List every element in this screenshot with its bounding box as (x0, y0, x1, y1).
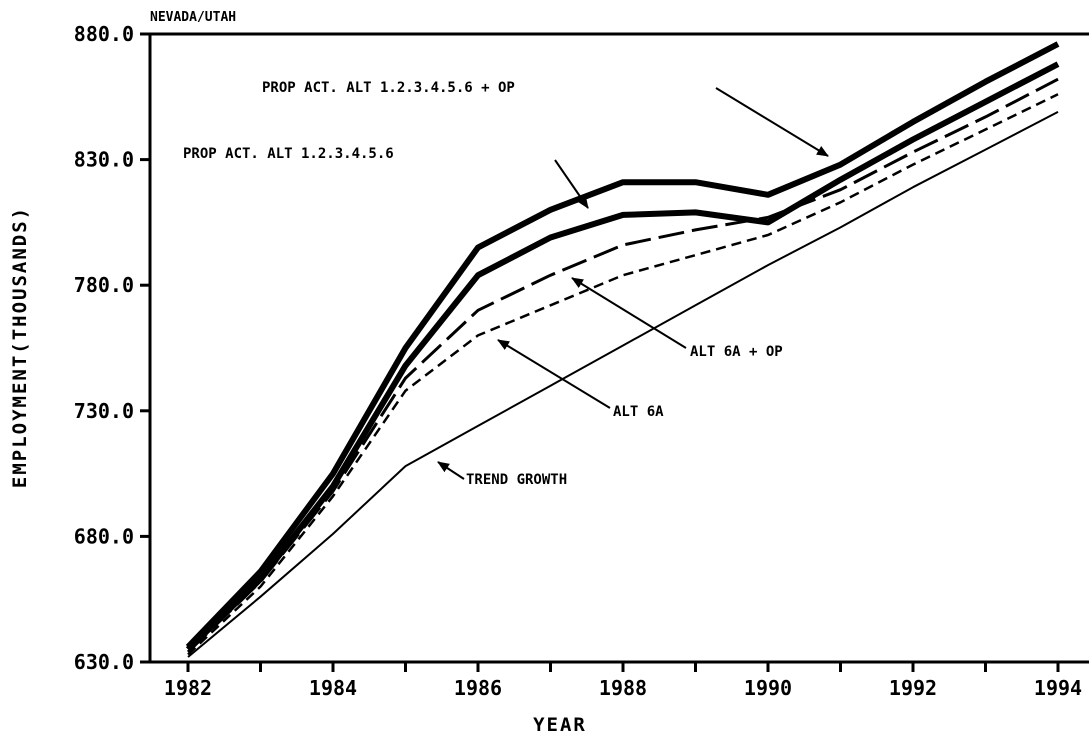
y-tick-label: 880.0 (74, 22, 134, 46)
annotation-label-2: ALT 6A + OP (690, 344, 783, 360)
annotation-arrow-2 (571, 277, 687, 349)
annotation-label-4: TREND GROWTH (466, 472, 567, 488)
y-axis-title: EMPLOYMENT(THOUSANDS) (9, 206, 31, 488)
annotation-arrow-3 (497, 339, 611, 409)
annotation-arrow-0 (715, 87, 829, 157)
annotation-label-3: ALT 6A (613, 404, 664, 420)
x-tick-label: 1990 (744, 676, 792, 700)
x-tick-label: 1986 (454, 676, 502, 700)
series-line-2 (186, 77, 1059, 654)
x-tick-label: 1988 (599, 676, 647, 700)
series-line-4 (187, 111, 1059, 658)
x-tick-label: 1984 (309, 676, 357, 700)
y-tick-label: 730.0 (74, 399, 134, 423)
x-tick-label: 1994 (1034, 676, 1082, 700)
annotation-label-0: PROP ACT. ALT 1.2.3.4.5.6 + OP (262, 80, 515, 96)
annotations: PROP ACT. ALT 1.2.3.4.5.6 + OP PROP ACT. … (183, 80, 829, 488)
ticks: 630.0 680.0 730.0 780.0 830.0 880.0 1982 1984 19… (74, 22, 1082, 700)
axes (148, 32, 1089, 664)
series-line-1 (185, 61, 1060, 652)
annotation-arrow-4 (437, 461, 465, 480)
annotation-label-1: PROP ACT. ALT 1.2.3.4.5.6 (183, 146, 394, 162)
y-tick-label: 830.0 (74, 148, 134, 172)
y-tick-label: 630.0 (74, 650, 134, 674)
chart-title: NEVADA/UTAH (150, 10, 236, 25)
x-tick-label: 1992 (889, 676, 937, 700)
series-line-3 (187, 93, 1059, 656)
y-tick-label: 780.0 (74, 273, 134, 297)
annotation-arrow-1 (554, 159, 589, 209)
x-tick-label: 1982 (164, 676, 212, 700)
series-lines (185, 41, 1060, 658)
series-line-0 (185, 41, 1060, 649)
x-axis-title: YEAR (533, 714, 587, 736)
y-tick-label: 680.0 (74, 524, 134, 548)
